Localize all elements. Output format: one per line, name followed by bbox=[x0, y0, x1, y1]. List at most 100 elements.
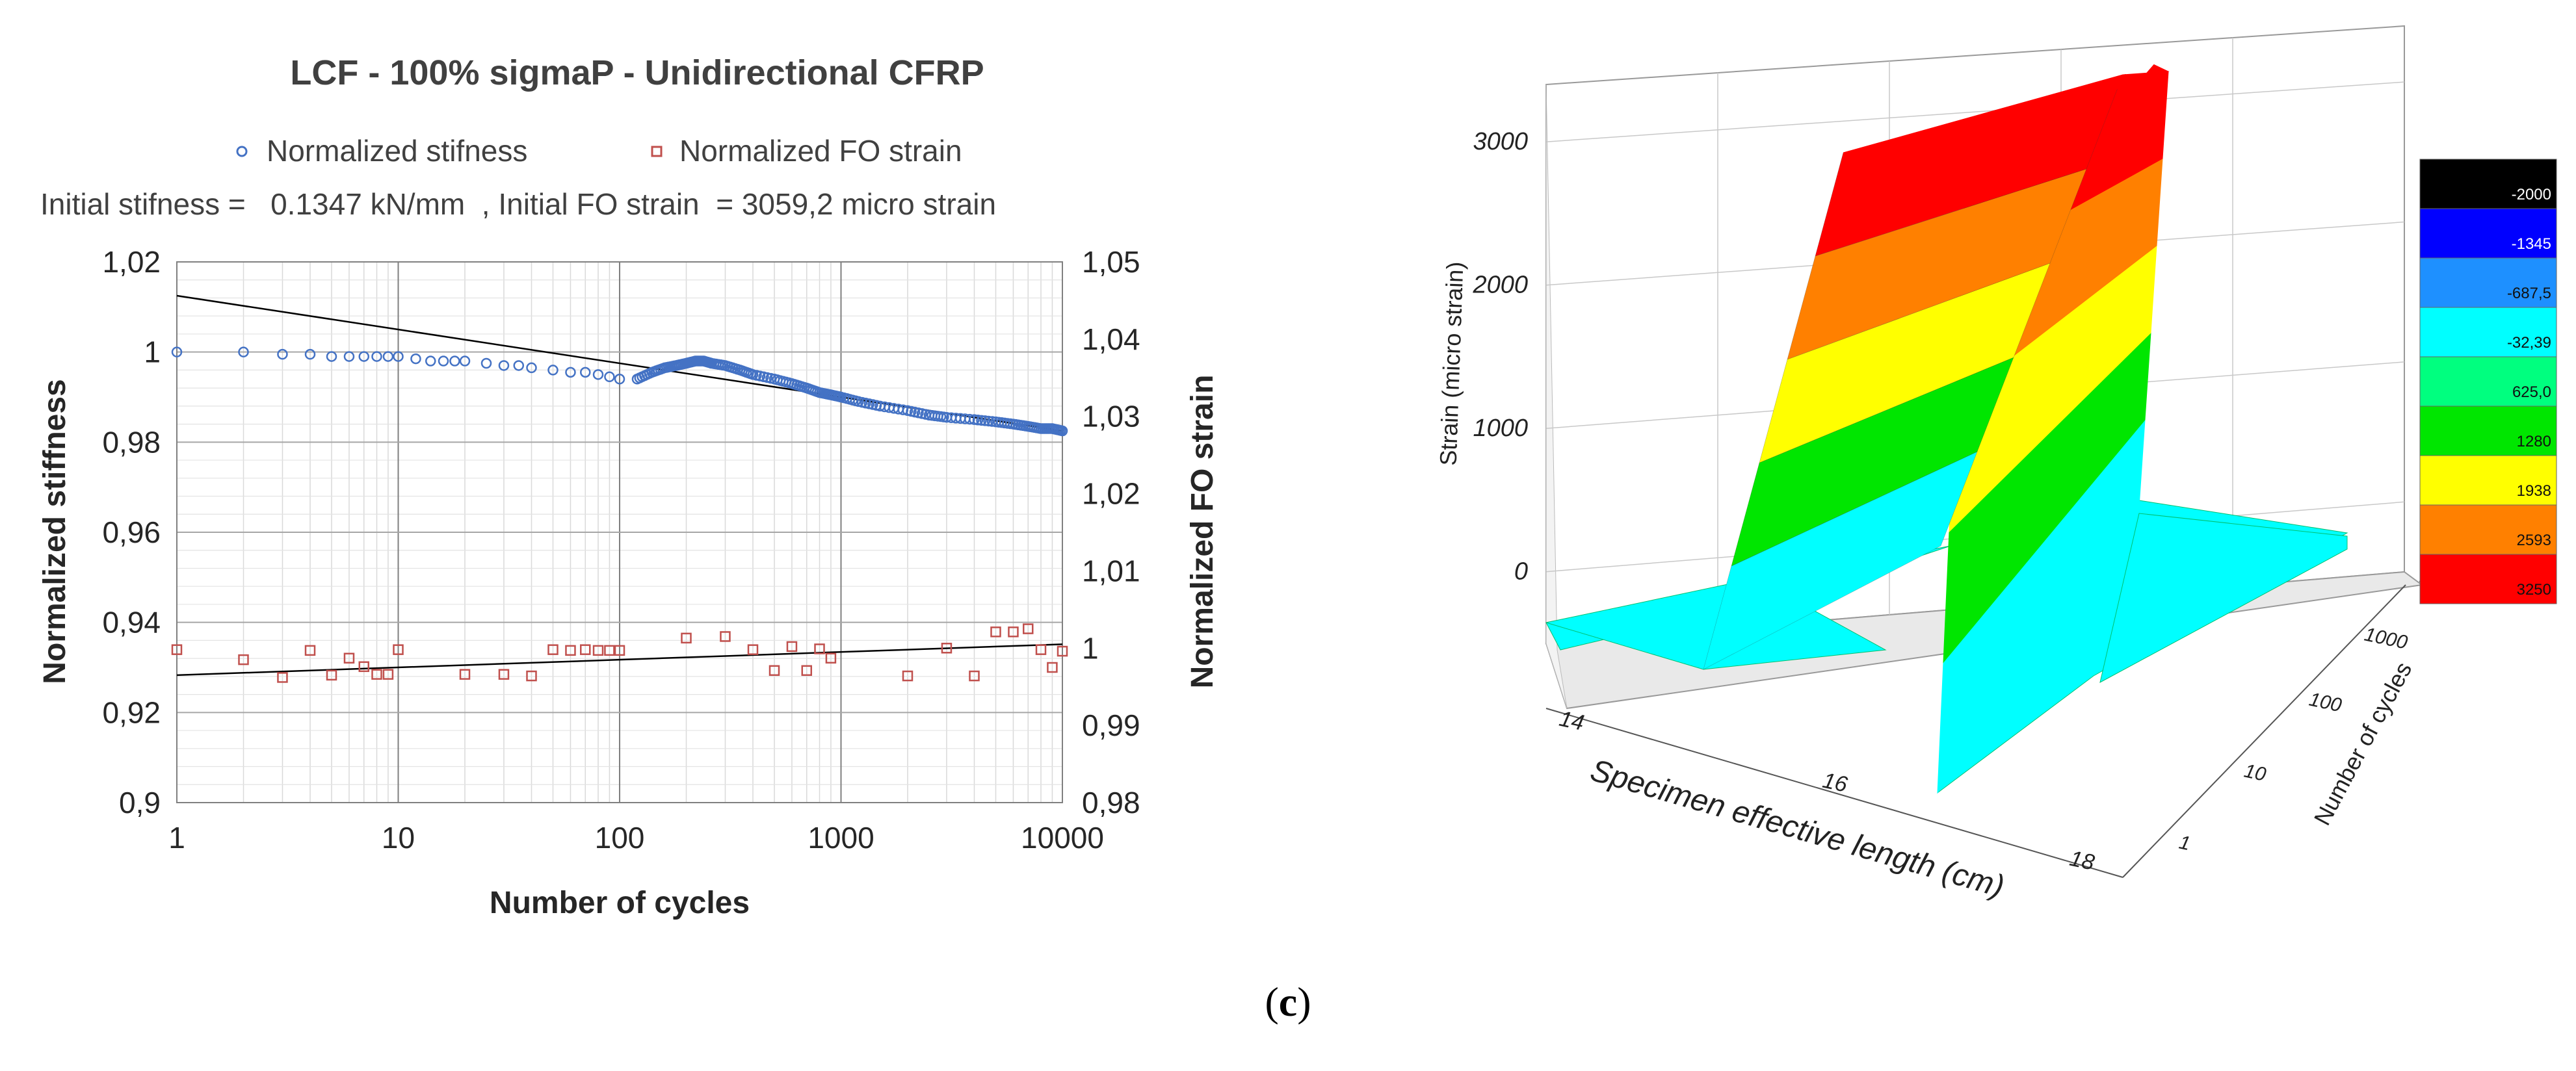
fo-strain-point bbox=[801, 665, 813, 677]
legend-swatch bbox=[2419, 208, 2557, 259]
fo-strain-point bbox=[277, 672, 288, 683]
legend-level-label: 2593 bbox=[2517, 532, 2551, 549]
fo-strain-point bbox=[459, 669, 471, 680]
fo-strain-point bbox=[393, 644, 404, 655]
axes: 1 10 100 1000 10000 0,9 0,92 0,94 0,96 0,98 1 1,02 0… bbox=[102, 245, 1140, 855]
fo-strain-point bbox=[902, 670, 913, 682]
legend-label-stiffness: Normalized stifness bbox=[267, 134, 527, 168]
x-tick-label-3d: 18 bbox=[2068, 846, 2097, 875]
stiffness-point bbox=[513, 360, 525, 371]
y-tick-label: 1 bbox=[144, 335, 161, 369]
fo-strain-point bbox=[371, 669, 382, 680]
fo-strain-point bbox=[786, 641, 798, 652]
stiffness-point bbox=[960, 413, 971, 424]
stiffness-point bbox=[498, 360, 510, 371]
y-tick-label-3d: 1 bbox=[2177, 832, 2192, 855]
fo-strain-point bbox=[565, 645, 576, 656]
fo-strain-point bbox=[1008, 626, 1019, 638]
stiffness-point bbox=[565, 367, 576, 378]
stiffness-point bbox=[717, 359, 729, 371]
z-tick-label: 3000 bbox=[1473, 128, 1528, 155]
y-axis-label: Normalized stiffness bbox=[38, 379, 72, 684]
y-tick-label: 0,98 bbox=[102, 425, 161, 459]
back-gridline-z bbox=[1545, 81, 2405, 142]
stiffness-point bbox=[938, 411, 949, 422]
legend-swatch bbox=[2419, 406, 2557, 456]
y2-tick-label: 1,04 bbox=[1082, 322, 1140, 356]
y-tick-label: 0,96 bbox=[102, 515, 161, 549]
legend-marker-stiffness bbox=[236, 146, 248, 157]
legend-swatch bbox=[2419, 307, 2557, 357]
y-tick-label-3d: 100 bbox=[2307, 689, 2344, 717]
x-tick-label: 1 bbox=[168, 821, 185, 855]
fo-strain-point bbox=[604, 645, 615, 656]
caption-open: ( bbox=[1265, 979, 1279, 1025]
stiffness-point bbox=[983, 415, 994, 427]
legend-swatch bbox=[2419, 356, 2557, 407]
z-axis-ticks: 0 1000 2000 3000 bbox=[1472, 128, 1528, 586]
chart-subtitle: Initial stifness = 0.1347 kN/mm , Initia… bbox=[40, 187, 996, 221]
stiffness-point bbox=[580, 367, 591, 378]
legend-label-fo-strain: Normalized FO strain bbox=[679, 134, 962, 168]
x-tick-label-3d: 16 bbox=[1820, 768, 1850, 797]
z-axis-label: Strain (micro strain) bbox=[1435, 261, 1469, 466]
plot-grid bbox=[176, 261, 1063, 803]
fo-strain-point bbox=[681, 632, 692, 644]
legend-level-label: 3250 bbox=[2517, 581, 2551, 599]
stiffness-point bbox=[604, 371, 615, 383]
fo-strain-point bbox=[1023, 623, 1034, 634]
legend-level-label: -687,5 bbox=[2507, 285, 2551, 302]
x-tick-label: 10 bbox=[382, 821, 415, 855]
fo-strain-point bbox=[304, 645, 316, 656]
plot-area-border bbox=[176, 261, 1063, 803]
fo-strain-point bbox=[382, 669, 394, 680]
stiffness-point bbox=[393, 351, 404, 362]
legend-level-label: 625,0 bbox=[2512, 383, 2551, 401]
color-legend: -2000 -1345 -687,5 -32,39 625,0 1280 1938 2593 3… bbox=[2419, 159, 2557, 604]
side-wall bbox=[1545, 84, 1568, 709]
stiffness-point bbox=[592, 369, 604, 380]
y-tick-label: 1,02 bbox=[102, 245, 161, 279]
fo-strain-point bbox=[769, 665, 780, 677]
legend-level-label: 1280 bbox=[2517, 433, 2551, 450]
figure-caption: (c) bbox=[0, 978, 2576, 1026]
stiffness-point bbox=[480, 357, 492, 369]
fo-strain-point bbox=[969, 670, 980, 682]
stiffness-point bbox=[1005, 418, 1016, 430]
y-axis-label-3d: Number of cycles bbox=[2309, 658, 2417, 830]
legend-swatch bbox=[2419, 455, 2557, 506]
x-tick-label: 10000 bbox=[1021, 821, 1104, 855]
stiffness-point bbox=[326, 351, 337, 362]
stiffness-point bbox=[893, 404, 904, 415]
stiffness-point bbox=[343, 351, 355, 362]
y2-tick-label: 0,99 bbox=[1082, 708, 1140, 742]
fo-strain-point bbox=[592, 645, 604, 656]
stiffness-point bbox=[382, 351, 394, 362]
legend-level-label: -2000 bbox=[2512, 186, 2551, 203]
fo-strain-point bbox=[171, 644, 183, 655]
x-tick-label: 100 bbox=[595, 821, 645, 855]
fo-strain-point bbox=[238, 654, 249, 665]
strain-surface bbox=[1545, 64, 2348, 794]
caption-close: ) bbox=[1297, 979, 1311, 1025]
surface-floor-right-edge bbox=[2099, 513, 2348, 683]
fo-strain-point bbox=[720, 631, 731, 642]
stiffness-point bbox=[371, 351, 382, 362]
legend-level-label: 1938 bbox=[2517, 482, 2551, 500]
stiffness-strain-chart: LCF - 100% sigmaP - Unidirectional CFRP … bbox=[38, 53, 1220, 920]
stiffness-point bbox=[964, 413, 975, 425]
stiffness-point bbox=[277, 348, 288, 360]
stiffness-point bbox=[171, 346, 183, 357]
z-tick-label: 0 bbox=[1514, 558, 1528, 586]
fo-strain-point bbox=[526, 670, 537, 682]
y-tick-label-3d: 1000 bbox=[2363, 624, 2410, 654]
fo-strain-point bbox=[1047, 662, 1058, 673]
legend-level-label: -32,39 bbox=[2507, 334, 2551, 352]
stiffness-point bbox=[834, 391, 845, 402]
x-tick-label: 1000 bbox=[808, 821, 874, 855]
stiffness-point bbox=[976, 415, 987, 426]
x-axis-line bbox=[1545, 708, 2123, 878]
stiffness-point bbox=[238, 346, 249, 357]
fo-strain-point bbox=[547, 644, 559, 655]
stiffness-point bbox=[304, 348, 316, 360]
